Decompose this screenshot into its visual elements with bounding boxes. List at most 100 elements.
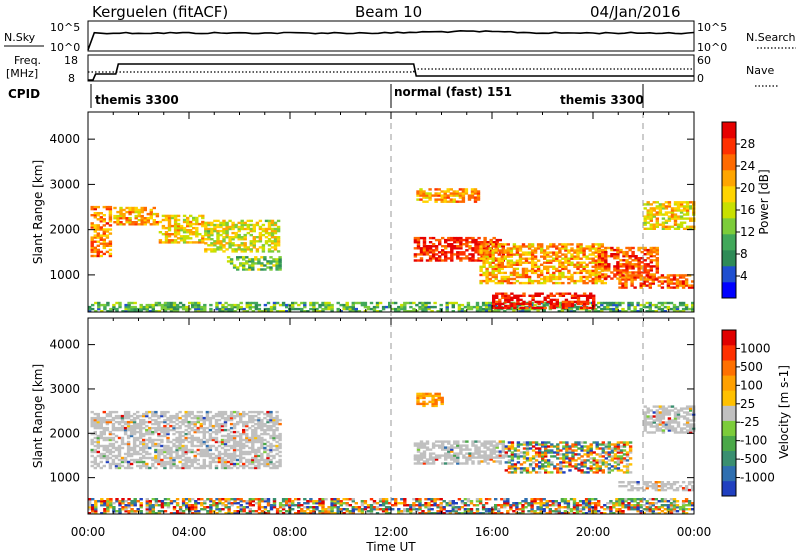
heatmap-cell	[503, 257, 507, 260]
heatmap-cell	[203, 303, 207, 307]
heatmap-cell	[273, 240, 278, 243]
heatmap-cell	[646, 227, 650, 230]
heatmap-cell	[117, 458, 122, 462]
heatmap-cell	[173, 226, 178, 230]
heatmap-cell	[111, 446, 116, 450]
heatmap-cell	[251, 504, 255, 507]
heatmap-cell	[257, 440, 261, 444]
heatmap-cell	[272, 264, 276, 267]
heatmap-cell	[498, 306, 502, 310]
heatmap-cell	[491, 261, 495, 264]
heatmap-cell	[655, 221, 659, 224]
heatmap-cell	[348, 310, 352, 313]
heatmap-cell	[269, 428, 273, 432]
heatmap-cell	[476, 192, 481, 195]
heatmap-cell	[564, 253, 568, 256]
heatmap-cell	[530, 267, 535, 271]
heatmap-cell	[484, 307, 489, 311]
nave-label: Nave	[746, 64, 774, 77]
heatmap-cell	[655, 261, 659, 264]
heatmap-cell	[431, 255, 436, 258]
heatmap-cell	[197, 307, 201, 311]
heatmap-cell	[453, 454, 457, 457]
heatmap-cell	[471, 255, 475, 258]
heatmap-cell	[676, 217, 681, 220]
heatmap-cell	[204, 225, 208, 229]
heatmap-cell	[211, 438, 216, 442]
heatmap-cell	[164, 231, 169, 234]
heatmap-cell	[248, 260, 252, 263]
nsky-panel: 10^5 10^0 N.Sky 10^5 10^0 N.Search	[4, 20, 796, 54]
heatmap-cell	[456, 444, 460, 447]
heatmap-cell	[122, 217, 126, 220]
heatmap-cell	[673, 215, 678, 218]
heatmap-cell	[260, 438, 264, 442]
heatmap-cell	[181, 430, 185, 434]
heatmap-cell	[164, 226, 169, 230]
heatmap-cell	[254, 432, 258, 436]
heatmap-cell	[120, 416, 125, 420]
nsearch-label: N.Search	[746, 31, 796, 44]
heatmap-cell	[139, 446, 143, 450]
heatmap-cell	[422, 251, 427, 254]
heatmap-cell	[128, 210, 132, 214]
heatmap-cell	[655, 267, 659, 270]
heatmap-cell	[556, 447, 560, 450]
heatmap-cell	[643, 227, 647, 230]
heatmap-cell	[122, 212, 126, 216]
heatmap-cell	[197, 512, 201, 515]
heatmap-cell	[444, 251, 448, 254]
heatmap-cell	[109, 307, 113, 311]
heatmap-cell	[416, 194, 420, 197]
heatmap-cell	[585, 302, 590, 306]
heatmap-cell	[175, 448, 179, 452]
heatmap-cell	[248, 303, 252, 307]
heatmap-cell	[666, 274, 671, 277]
heatmap-cell	[633, 278, 637, 281]
heatmap-cell	[628, 457, 633, 460]
heatmap-cell	[409, 301, 413, 305]
heatmap-cell	[664, 211, 669, 214]
heatmap-cell	[106, 310, 110, 313]
heatmap-cell	[221, 498, 225, 501]
heatmap-cell	[619, 250, 623, 254]
heatmap-cell	[154, 412, 158, 416]
heatmap-cell	[552, 243, 556, 246]
heatmap-cell	[527, 275, 532, 279]
heatmap-cell	[483, 243, 487, 246]
heatmap-cell	[226, 454, 231, 458]
heatmap-cell	[126, 428, 131, 432]
heatmap-cell	[192, 222, 196, 226]
heatmap-cell	[512, 310, 516, 313]
heatmap-cell	[281, 301, 286, 305]
heatmap-cell	[603, 275, 607, 279]
heatmap-cell	[96, 248, 100, 252]
heatmap-cell	[457, 310, 462, 313]
heatmap-cell	[207, 233, 211, 237]
heatmap-cell	[413, 255, 418, 258]
heatmap-cell	[456, 458, 460, 461]
heatmap-cell	[208, 422, 213, 426]
heatmap-cell	[132, 418, 137, 422]
heatmap-cell	[260, 512, 265, 515]
heatmap-cell	[422, 446, 427, 449]
heatmap-cell	[228, 240, 232, 243]
heatmap-cell	[378, 301, 383, 305]
heatmap-cell	[160, 458, 164, 462]
heatmap-cell	[667, 211, 672, 214]
heatmap-cell	[495, 446, 499, 449]
heatmap-cell	[450, 247, 454, 250]
heatmap-cell	[594, 307, 598, 311]
heatmap-cell	[456, 446, 460, 449]
heatmap-cell	[643, 271, 647, 274]
heatmap-cell	[533, 251, 538, 254]
heatmap-cell	[117, 416, 122, 420]
heatmap-cell	[667, 227, 672, 230]
heatmap-cell	[454, 301, 458, 305]
heatmap-cell	[480, 442, 484, 445]
heatmap-cell	[114, 420, 119, 424]
heatmap-cell	[126, 450, 131, 454]
heatmap-cell	[561, 292, 566, 295]
heatmap-cell	[275, 310, 280, 313]
heatmap-cell	[449, 200, 453, 203]
